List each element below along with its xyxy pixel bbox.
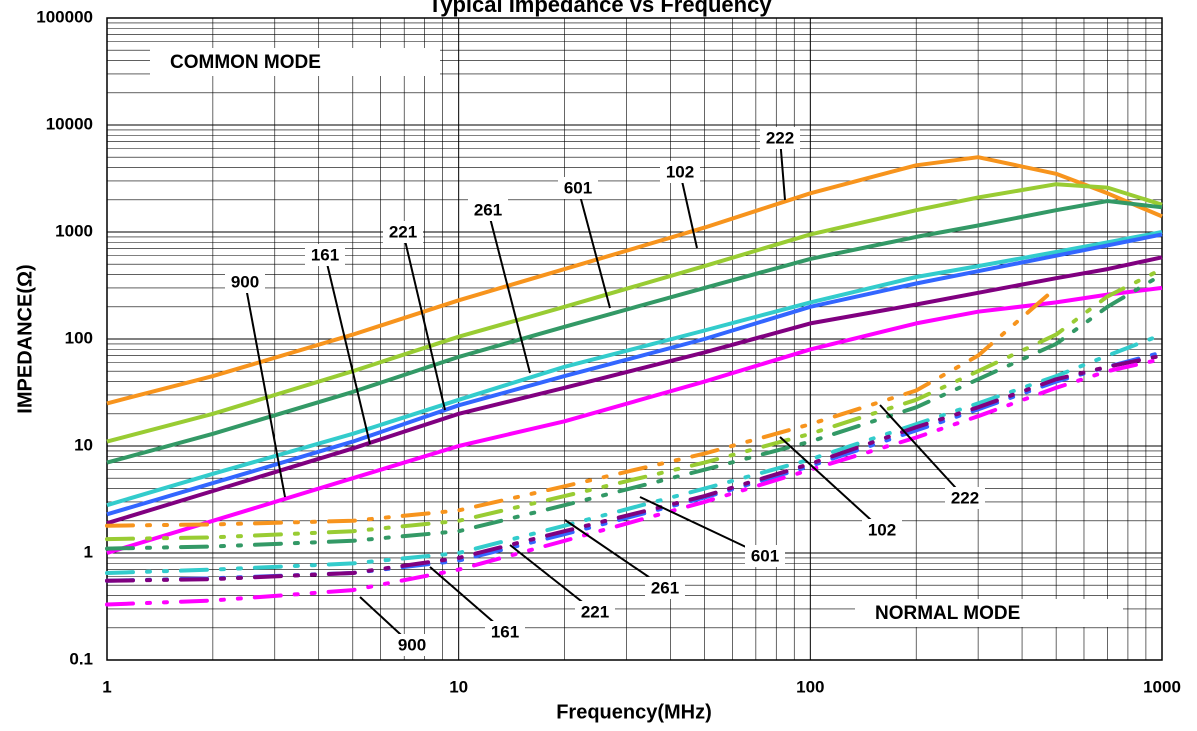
- leader-line: [244, 281, 286, 498]
- label-bg: [945, 487, 985, 509]
- series-line: [105, 267, 1164, 542]
- series-label: 161: [311, 245, 339, 264]
- annotation-bg: [150, 48, 440, 76]
- series-line: [106, 255, 1163, 526]
- series-line: [106, 285, 1163, 555]
- series-line: [105, 353, 1164, 583]
- series-label: 102: [868, 520, 896, 539]
- label-bg: [383, 221, 423, 243]
- y-tick-label: 10000: [46, 114, 93, 133]
- series-line: [106, 199, 1163, 465]
- series-line: [106, 230, 1163, 508]
- y-tick-label: 10: [74, 435, 93, 454]
- series-label: 900: [231, 272, 259, 291]
- annotation-bg: [855, 599, 1123, 627]
- label-bg: [392, 634, 432, 656]
- label-bg: [575, 601, 615, 623]
- label-bg: [485, 621, 525, 643]
- label-bg: [468, 199, 508, 221]
- y-tick-label: 1000: [55, 221, 93, 240]
- leader-line: [639, 496, 766, 557]
- x-tick-label: 100: [796, 677, 824, 696]
- annotation: NORMAL MODE: [875, 603, 1020, 624]
- x-tick-label: 1000: [1143, 677, 1181, 696]
- series-label: 601: [751, 546, 779, 565]
- leader-line: [779, 436, 883, 531]
- label-bg: [760, 127, 800, 149]
- series-line: [106, 155, 1163, 406]
- leader-line: [564, 519, 666, 589]
- series-label: 900: [398, 635, 426, 654]
- series-label: 601: [564, 178, 592, 197]
- label-bg: [862, 519, 902, 541]
- label-bg: [660, 161, 700, 183]
- chart-title: Typical Impedance vs Frequency: [428, 0, 772, 17]
- y-tick-label: 1: [84, 542, 93, 561]
- label-bg: [745, 545, 785, 567]
- series-line: [106, 182, 1163, 444]
- y-tick-label: 100000: [36, 7, 93, 26]
- plot-border: [106, 17, 1163, 661]
- leader-line: [402, 231, 446, 411]
- series-line: [105, 332, 1164, 575]
- series-label: 102: [666, 162, 694, 181]
- leader-line: [487, 209, 531, 374]
- x-tick-label: 10: [449, 677, 468, 696]
- series-label: 221: [581, 602, 609, 621]
- label-bg: [225, 271, 265, 293]
- annotation: COMMON MODE: [170, 52, 321, 73]
- series-line: [106, 232, 1163, 517]
- y-tick-label: 100: [65, 328, 93, 347]
- series-label: 221: [389, 222, 417, 241]
- series-line: [105, 285, 1059, 528]
- leader-line: [324, 254, 371, 445]
- y-tick-label: 0.1: [69, 649, 93, 668]
- series-label: 261: [474, 200, 502, 219]
- series-line: [105, 272, 1164, 551]
- label-bg: [558, 177, 598, 199]
- label-bg: [305, 244, 345, 266]
- leader-line: [577, 187, 611, 309]
- series-label: 222: [951, 488, 979, 507]
- x-tick-label: 1: [102, 677, 111, 696]
- series-line: [105, 357, 1164, 607]
- label-bg: [645, 577, 685, 599]
- y-axis-label: IMPEDANCE(Ω): [14, 264, 36, 413]
- series-label: 261: [651, 578, 679, 597]
- leader-line: [679, 171, 698, 249]
- leader-line: [879, 404, 966, 499]
- series-label: 161: [491, 622, 519, 641]
- series-label: 222: [766, 128, 794, 147]
- leader-line: [509, 544, 596, 613]
- x-axis-label: Frequency(MHz): [556, 701, 712, 723]
